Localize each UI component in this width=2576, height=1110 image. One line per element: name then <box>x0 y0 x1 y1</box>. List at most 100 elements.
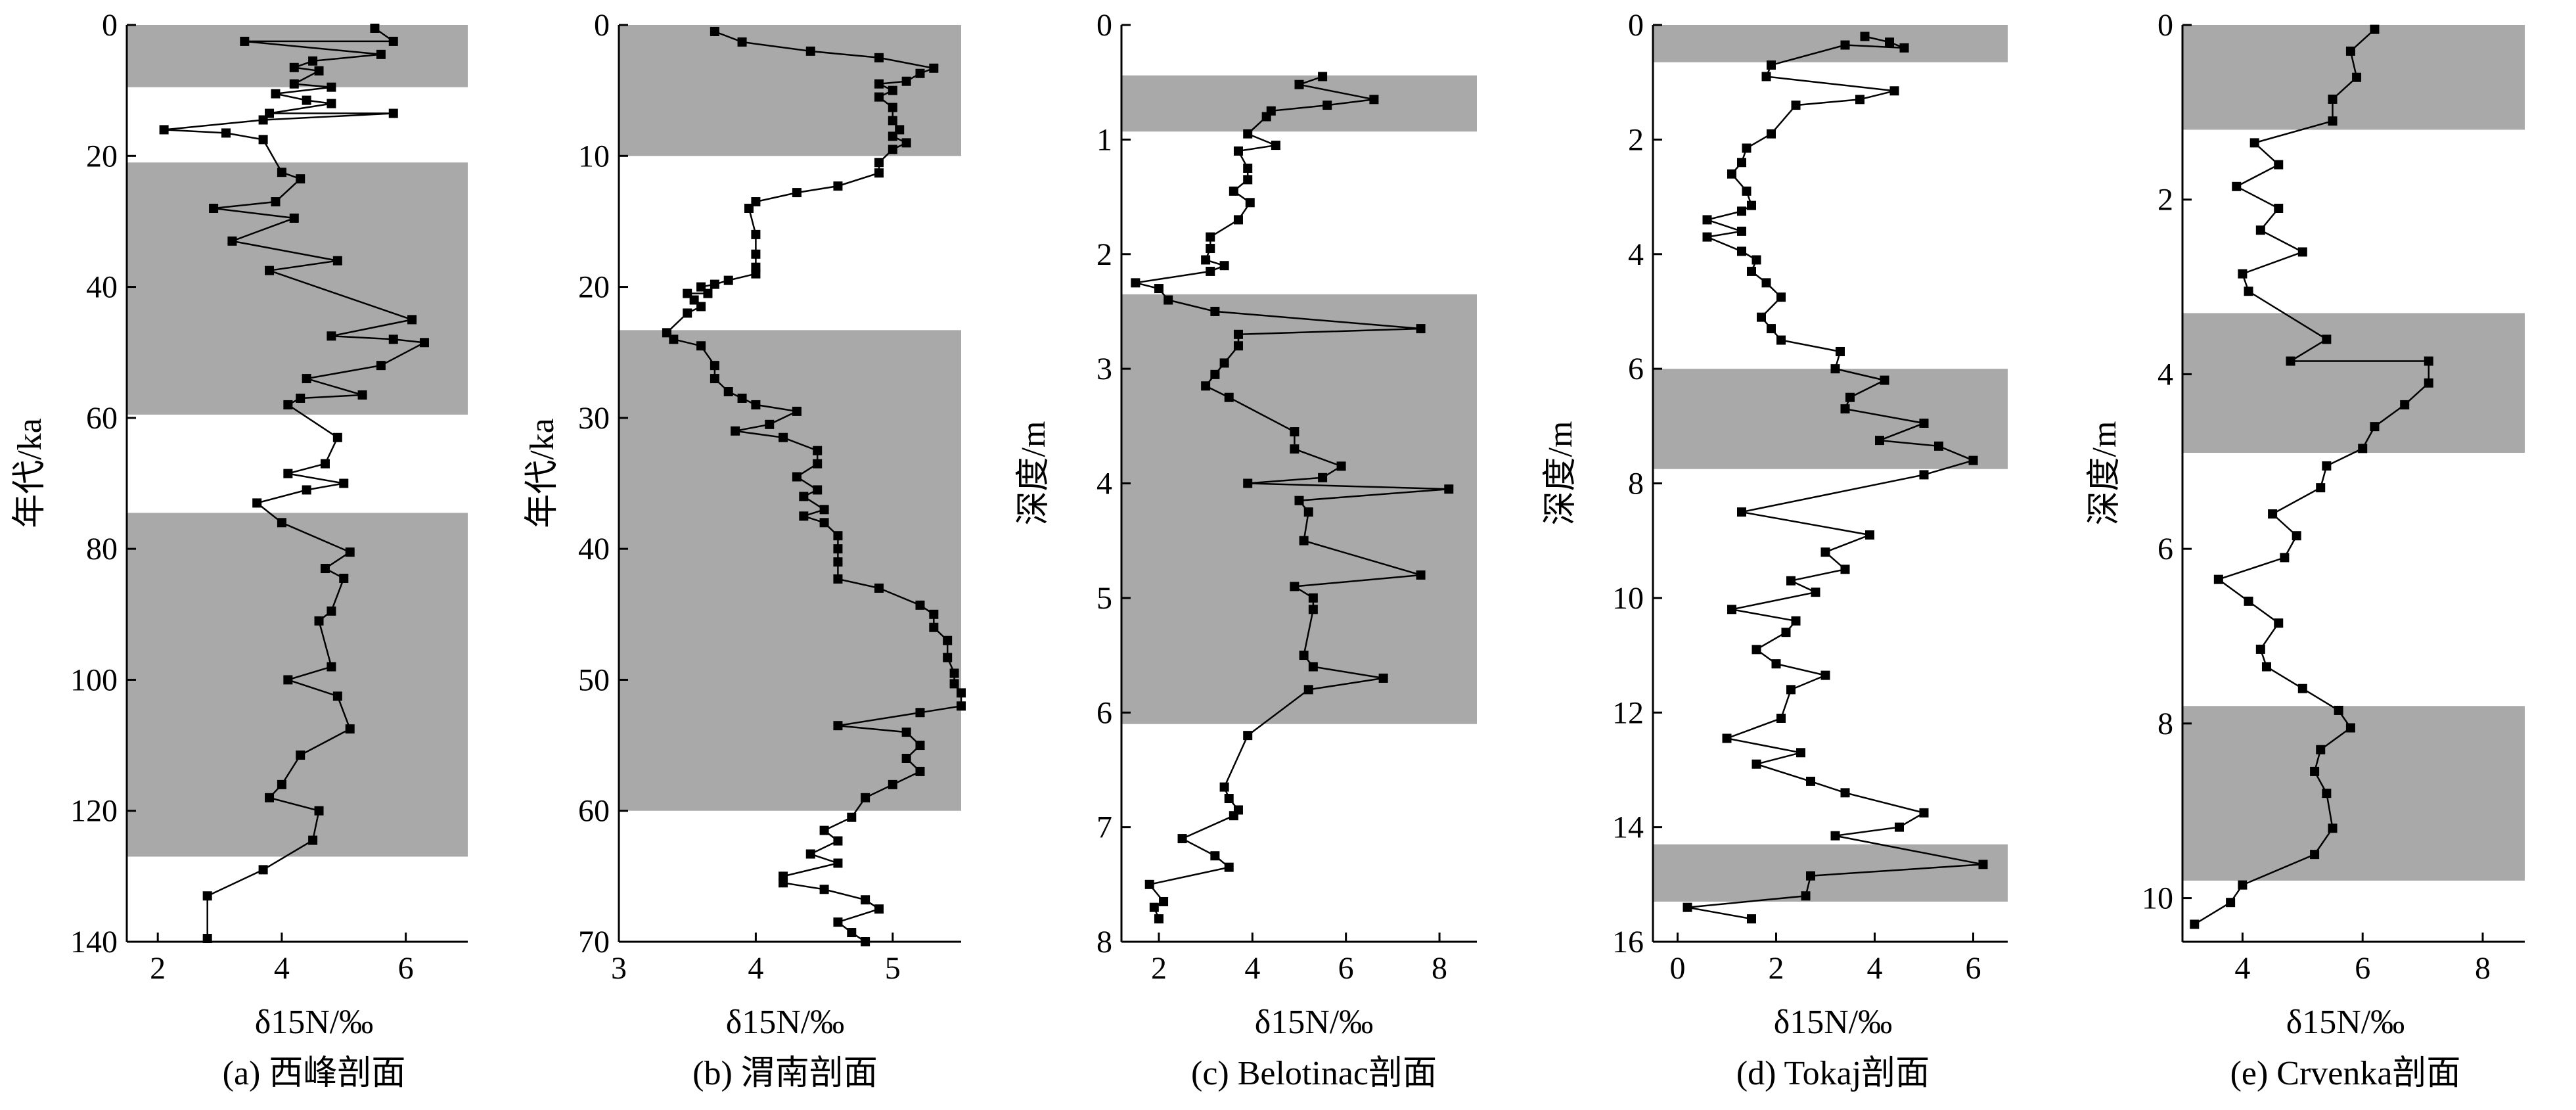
data-point <box>1934 441 1943 451</box>
data-point <box>1899 43 1909 53</box>
data-point <box>314 66 324 76</box>
data-point <box>1210 306 1220 316</box>
data-point <box>1294 496 1304 505</box>
panel-d-tokaj: 0 2 4 6 8 10 12 14 16 0 2 4 6 (d) Tokaj剖面 δ15N/‰ 深度/m <box>1542 8 2008 1092</box>
data-point <box>302 374 311 384</box>
shaded-band <box>2182 706 2525 881</box>
data-point <box>819 825 829 835</box>
shaded-band <box>127 162 468 415</box>
data-point <box>1416 570 1426 580</box>
data-point <box>1919 470 1929 480</box>
data-point <box>833 181 843 191</box>
y-tick-label: 5 <box>1096 581 1112 616</box>
data-point <box>1243 175 1253 185</box>
data-point <box>751 229 761 239</box>
data-point <box>1219 261 1229 271</box>
y-tick-label: 20 <box>86 139 118 173</box>
data-point <box>1776 335 1786 345</box>
data-point <box>888 103 897 112</box>
data-point <box>277 518 286 528</box>
data-point <box>283 675 293 685</box>
data-point <box>1742 186 1751 196</box>
data-point <box>1811 588 1820 597</box>
data-point <box>1737 507 1746 517</box>
ylabel-b: 年代/ka <box>524 418 561 528</box>
data-point <box>1290 444 1299 454</box>
data-point <box>847 812 857 822</box>
data-point <box>1201 381 1211 391</box>
data-point <box>2345 723 2355 733</box>
y-tick-label: 8 <box>1628 467 1644 501</box>
data-point <box>744 204 754 213</box>
data-point <box>915 741 925 751</box>
data-point <box>1751 255 1761 265</box>
data-point <box>296 751 305 760</box>
y-tick-label: 2 <box>2158 183 2173 218</box>
x-tick-label: 8 <box>1432 951 1447 986</box>
data-point <box>1308 662 1318 672</box>
data-point <box>901 76 911 86</box>
data-point <box>1865 530 1874 540</box>
data-point <box>2322 789 2332 798</box>
data-point <box>1224 862 1234 872</box>
data-point <box>1224 794 1234 804</box>
xlabel-e: δ15N/‰ <box>2286 1004 2405 1041</box>
y-tick-label: 0 <box>594 8 610 43</box>
data-point <box>1889 86 1899 96</box>
data-point <box>283 400 293 409</box>
data-point <box>2424 378 2433 388</box>
data-point <box>943 636 953 645</box>
y-tick-label: 14 <box>1612 810 1644 845</box>
data-point <box>1219 782 1229 792</box>
y-tick-label: 100 <box>70 662 118 697</box>
data-point <box>1767 60 1776 70</box>
data-point <box>737 393 747 403</box>
data-point <box>1299 536 1309 545</box>
panel-c-belotinac: 0 1 2 3 4 5 6 7 8 2 4 6 8 (c) Belotinac剖面 δ15N/‰ 深度/m <box>1015 8 1477 1092</box>
data-point <box>2280 553 2290 563</box>
data-point <box>327 606 336 616</box>
y-tick-label: 30 <box>578 401 610 436</box>
x-tick-label: 3 <box>611 951 627 986</box>
data-point <box>1210 851 1220 861</box>
ylabel-e: 深度/m <box>2086 421 2123 526</box>
data-point <box>1776 713 1786 723</box>
data-point <box>1786 685 1796 695</box>
data-point <box>1727 169 1736 179</box>
data-point <box>792 406 802 416</box>
data-point <box>2310 850 2320 860</box>
data-point <box>289 213 299 223</box>
y-tick-label: 10 <box>578 139 610 173</box>
data-point <box>332 691 342 701</box>
data-point <box>2274 618 2284 628</box>
data-point <box>1299 651 1309 660</box>
data-point <box>1290 427 1299 437</box>
data-point <box>929 63 939 73</box>
data-point <box>1919 808 1929 818</box>
series-line <box>1687 35 1983 920</box>
data-point <box>1206 244 1215 254</box>
y-tick-label: 8 <box>2158 706 2173 741</box>
data-point <box>1840 565 1850 574</box>
data-point <box>1206 266 1215 276</box>
data-point <box>915 600 925 610</box>
data-point <box>1776 292 1786 302</box>
xlabel-d: δ15N/‰ <box>1774 1004 1893 1041</box>
shaded-band <box>2182 313 2525 453</box>
data-point <box>1229 811 1238 821</box>
xlabel-a: δ15N/‰ <box>255 1004 374 1041</box>
data-point <box>1243 129 1253 139</box>
data-point <box>1290 582 1299 591</box>
data-point <box>915 68 925 78</box>
data-point <box>221 128 231 138</box>
data-point <box>888 116 897 126</box>
data-point <box>289 79 299 89</box>
data-point <box>1722 733 1732 743</box>
data-point <box>240 36 250 46</box>
caption-c: (c) Belotinac剖面 <box>1191 1055 1437 1092</box>
data-point <box>833 917 843 927</box>
data-point <box>1840 40 1850 50</box>
data-point <box>308 56 318 66</box>
panel-b-weinan: 0 10 20 30 40 50 60 703 4 5 (b) 渭南剖面 δ15N/‰ 年代/ka <box>524 8 966 1092</box>
ylabel-a: 年代/ka <box>11 418 49 528</box>
